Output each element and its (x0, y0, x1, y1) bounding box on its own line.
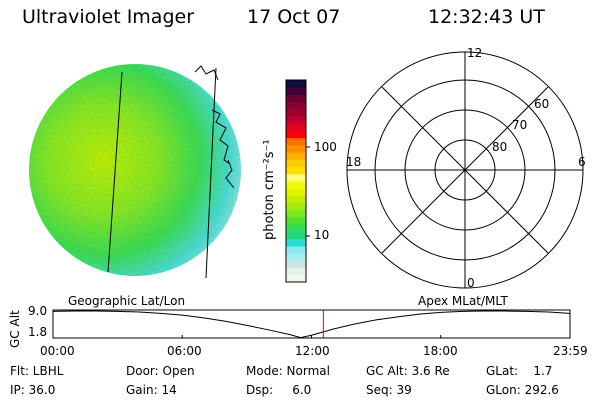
lat-label-80: 80 (492, 140, 508, 154)
filter: Flt: LBHL (10, 364, 64, 378)
colorbar-tick: 100 (314, 140, 337, 154)
colorbar-swatch (286, 116, 306, 124)
y-tick: 9.0 (28, 304, 48, 318)
date: 17 Oct 07 (247, 6, 341, 28)
gc-alt-point (95, 310, 97, 312)
gc-alt-point (548, 311, 549, 313)
gc-alt-point (74, 310, 75, 312)
colorbar-swatch (286, 173, 306, 182)
gc-alt-point (569, 313, 571, 314)
colorbar (285, 79, 310, 283)
gc-alt-point (354, 323, 355, 325)
gc-alt-point (246, 325, 248, 326)
colorbar-swatch (286, 152, 306, 160)
dsp: Dsp: 6.0 (246, 383, 312, 397)
mlt-label-18: 18 (346, 155, 362, 169)
mlt-line (381, 86, 549, 254)
gc-alt-point (181, 314, 183, 316)
gc-alt-point (117, 311, 118, 312)
y-tick: 1.8 (28, 325, 48, 339)
gc-alt-point (52, 311, 54, 312)
disk-texture (29, 64, 241, 276)
mode: Mode: Normal (246, 364, 330, 378)
colorbar-swatch (286, 231, 306, 240)
gc-alt-axis-label: GC Alt (8, 310, 22, 348)
auroral-image (29, 64, 241, 279)
colorbar-swatch (286, 123, 306, 131)
colorbar-swatch (286, 253, 306, 261)
colorbar-swatch (286, 130, 306, 139)
gc-alt-point (418, 313, 420, 315)
gc-alt-point (375, 319, 377, 321)
colorbar-swatch (286, 202, 306, 211)
gc-alt-point (526, 311, 528, 312)
gc-alt-point (225, 320, 226, 322)
colorbar-swatch (286, 108, 306, 117)
ip: IP: 36.0 (10, 383, 56, 397)
gc-alt-point (440, 312, 442, 313)
x-tick: 23:59 (553, 344, 588, 358)
gc-alt-point (300, 337, 302, 338)
glon: GLon: 292.6 (486, 383, 559, 397)
gc-alt-point (461, 311, 463, 312)
gc-alt-point (505, 310, 506, 312)
grid-lines (107, 67, 217, 279)
colorbar-swatch (286, 137, 306, 146)
door: Door: Open (126, 364, 195, 378)
colorbar-swatch (286, 195, 306, 204)
colorbar-swatch (286, 267, 306, 276)
time: 12:32:43 UT (428, 6, 545, 28)
x-tick: 18:00 (423, 344, 458, 358)
polar-grid (346, 51, 584, 289)
colorbar-swatch (286, 238, 306, 247)
colorbar-swatch (286, 245, 306, 254)
gc-alt: GC Alt: 3.6 Re (366, 364, 450, 378)
colorbar-swatch (286, 166, 306, 175)
glat: GLat: 1.7 (486, 364, 553, 378)
colorbar-swatch (286, 159, 306, 168)
colorbar-swatch (286, 260, 306, 269)
instrument-title: Ultraviolet Imager (22, 6, 195, 28)
colorbar-swatch (286, 188, 306, 196)
geo-label: Geographic Lat/Lon (68, 294, 186, 308)
x-tick: 12:00 (295, 344, 330, 358)
colorbar-swatch (286, 274, 306, 283)
gc-alt-point (332, 328, 334, 330)
gc-alt-point (138, 311, 140, 313)
coastlines (194, 65, 235, 189)
colorbar-swatch (286, 101, 306, 110)
colorbar-swatch (286, 87, 306, 95)
chart-frame (52, 309, 571, 339)
gc-alt-point (160, 313, 162, 314)
colorbar-tick: 10 (314, 228, 330, 242)
colorbar-label: photon cm⁻²s⁻¹ (262, 139, 277, 240)
mlt-label-6: 6 (578, 155, 586, 169)
gc-alt-point (268, 329, 269, 331)
x-tick: 00:00 (40, 344, 75, 358)
gc-alt-point (483, 310, 485, 312)
gc-alt-point (289, 334, 291, 335)
lat-label-60: 60 (534, 97, 550, 111)
gc-alt-line (52, 310, 571, 339)
gc-alt-point (203, 317, 205, 319)
mlt-label-0: 0 (467, 276, 475, 290)
colorbar-swatch (286, 144, 306, 153)
lat-label-70: 70 (512, 118, 528, 132)
seq: Seq: 39 (366, 383, 412, 397)
colorbar-swatch (286, 209, 306, 218)
gc-alt-point (397, 316, 398, 318)
colorbar-swatch (286, 80, 306, 88)
colorbar-swatch (286, 94, 306, 103)
colorbar-frame (285, 79, 307, 283)
colorbar-swatch (286, 181, 306, 189)
mlt-label-12: 12 (467, 46, 483, 60)
colorbar-swatch (286, 217, 306, 225)
x-tick: 06:00 (167, 344, 202, 358)
gain: Gain: 14 (126, 383, 177, 397)
colorbar-swatch (286, 224, 306, 232)
apex-label: Apex MLat/MLT (418, 294, 508, 308)
gc-alt-chart (52, 309, 571, 339)
